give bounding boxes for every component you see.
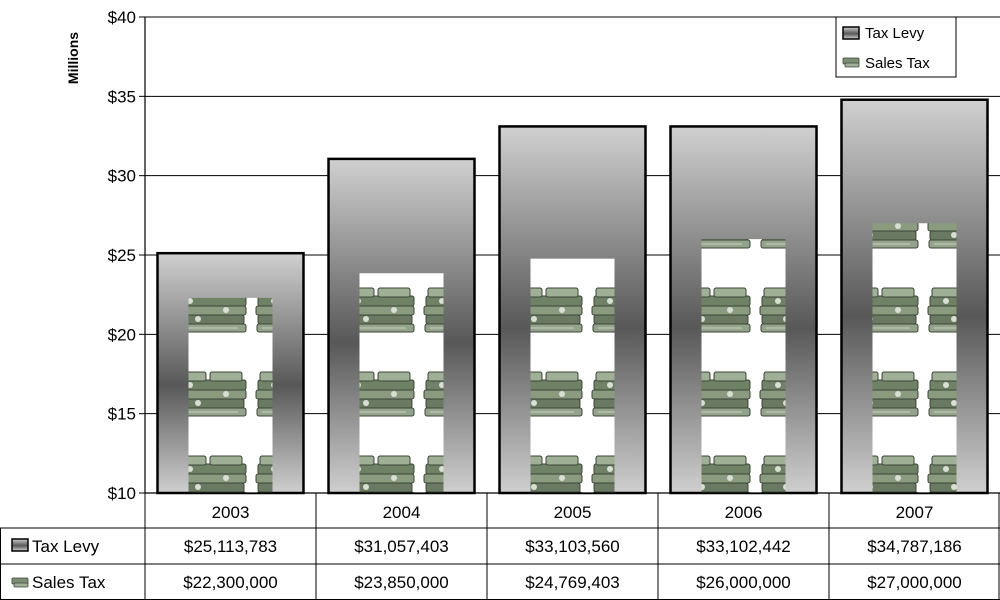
x-tick-label-2004: 2004 xyxy=(383,503,421,522)
y-tick-label: $15 xyxy=(108,405,136,424)
y-tick-label: $30 xyxy=(108,167,136,186)
table-cell-sales-tax-2004: $23,850,000 xyxy=(354,573,449,592)
table-cell-tax-levy-2003: $25,113,783 xyxy=(184,537,277,556)
table-cell-sales-tax-2006: $26,000,000 xyxy=(696,573,791,592)
y-tick-label: $20 xyxy=(108,325,136,344)
bar-sales-tax-2005 xyxy=(531,259,615,493)
y-tick-label: $35 xyxy=(108,87,136,106)
table-cell-tax-levy-2006: $33,102,442 xyxy=(696,537,791,556)
legend-label-sales-tax: Sales Tax xyxy=(865,55,930,72)
legend: Tax Levy Sales Tax xyxy=(836,17,956,77)
table-cell-tax-levy-2005: $33,103,560 xyxy=(525,537,620,556)
x-tick-label-2005: 2005 xyxy=(554,503,592,522)
table-cell-sales-tax-2003: $22,300,000 xyxy=(183,573,278,592)
table-swatch-sales-tax xyxy=(12,578,28,587)
legend-label-tax-levy: Tax Levy xyxy=(865,25,925,42)
table-cell-tax-levy-2007: $34,787,186 xyxy=(867,537,962,556)
table-cell-tax-levy-2004: $31,057,403 xyxy=(354,537,449,556)
table-swatch-tax-levy xyxy=(12,539,28,551)
table-cell-sales-tax-2007: $27,000,000 xyxy=(867,573,962,592)
table-row-header-tax-levy: Tax Levy xyxy=(32,537,100,556)
table-row-header-sales-tax: Sales Tax xyxy=(32,573,106,592)
bar-sales-tax-2007 xyxy=(873,223,957,493)
data-table: 2003 2004 2005 2006 2007 Tax Levy $25,113,783 $… xyxy=(0,493,1000,600)
legend-swatch-tax-levy xyxy=(843,27,859,39)
y-axis-title: Millions xyxy=(65,32,81,84)
x-tick-label-2003: 2003 xyxy=(212,503,250,522)
bars xyxy=(158,100,988,493)
x-tick-label-2007: 2007 xyxy=(896,503,934,522)
y-tick-label: $25 xyxy=(108,246,136,265)
y-axis-ticks: $10 $15 $20 $25 $30 $35 $40 xyxy=(108,8,145,503)
table-cell-sales-tax-2005: $24,769,403 xyxy=(525,573,620,592)
y-tick-label: $40 xyxy=(108,8,136,27)
y-tick-label: $10 xyxy=(108,484,136,503)
legend-swatch-sales-tax xyxy=(843,58,859,67)
x-tick-label-2006: 2006 xyxy=(725,503,763,522)
bar-sales-tax-2003 xyxy=(189,298,273,493)
bar-sales-tax-2006 xyxy=(702,239,786,493)
bar-sales-tax-2004 xyxy=(360,273,444,493)
